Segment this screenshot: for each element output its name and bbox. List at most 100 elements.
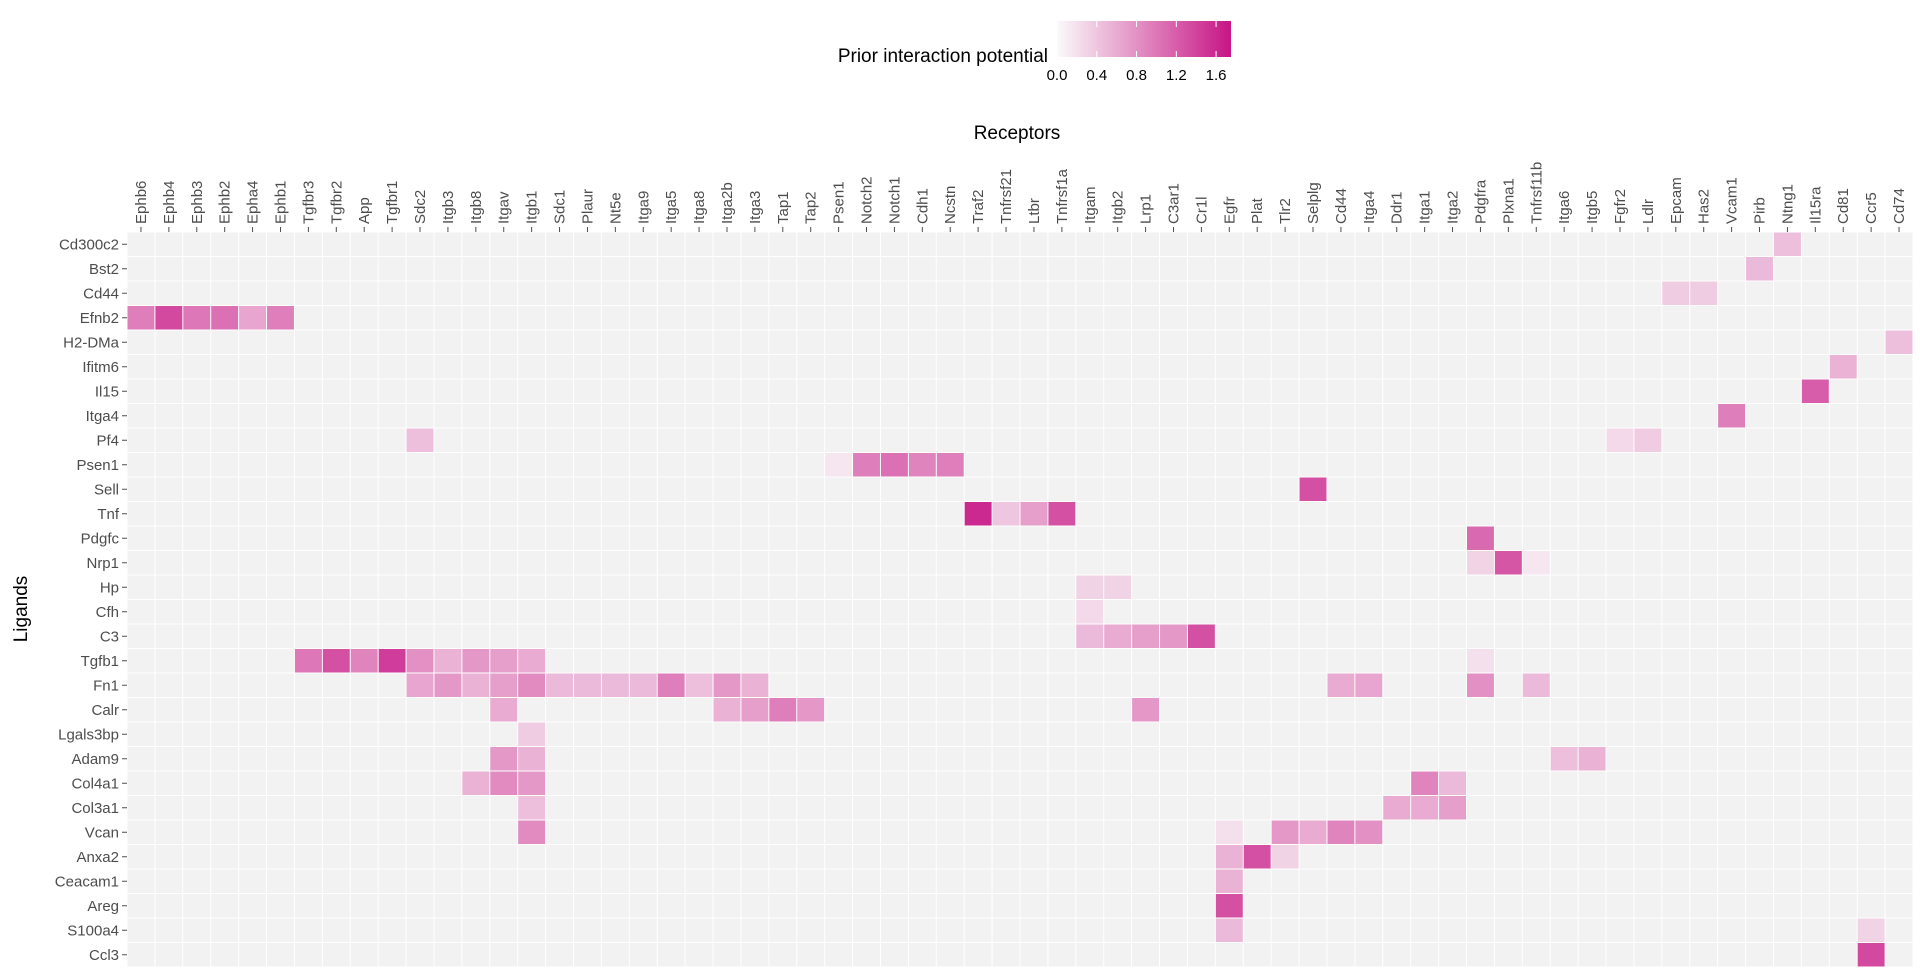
x-tick-label: Itgb8 bbox=[468, 191, 485, 224]
x-axis-title: Receptors bbox=[974, 123, 1061, 144]
heatmap-cell bbox=[1467, 551, 1494, 575]
heatmap-cell bbox=[1243, 845, 1271, 869]
heatmap-cell bbox=[490, 771, 518, 795]
x-tick-label: Plat bbox=[1249, 197, 1266, 224]
x-tick-label: Ddr1 bbox=[1389, 191, 1406, 224]
x-tick-label: Ephb1 bbox=[272, 181, 289, 224]
y-tick-label: Hp bbox=[100, 579, 119, 596]
x-tick-label: Tap2 bbox=[803, 191, 820, 224]
heatmap-cell bbox=[1634, 428, 1662, 452]
x-tick-label: Tgfbr1 bbox=[384, 181, 401, 224]
y-tick-label: Il15 bbox=[95, 383, 119, 400]
y-axis-title: Ligands bbox=[11, 576, 32, 643]
x-tick-label: Tap1 bbox=[775, 191, 792, 224]
y-tick-label: Ccl3 bbox=[89, 947, 119, 964]
heatmap-cell bbox=[1271, 845, 1299, 869]
heatmap-cell bbox=[183, 306, 211, 330]
heatmap-cell bbox=[406, 673, 434, 697]
heatmap-cell bbox=[1467, 649, 1494, 673]
heatmap-cells bbox=[126, 231, 1914, 968]
x-tick-label: Pdgfra bbox=[1472, 179, 1489, 224]
x-tick-label: Pirb bbox=[1752, 197, 1769, 224]
x-tick-label: Cdh1 bbox=[914, 188, 931, 224]
y-tick-label: Fn1 bbox=[93, 677, 119, 694]
x-tick-label: Egfr bbox=[1221, 196, 1238, 224]
color-legend: Prior interaction potential 0.0 0.4 0.8 1.2… bbox=[838, 21, 1231, 84]
x-tick-label: Fgfr2 bbox=[1612, 189, 1629, 224]
x-tick-label: C3ar1 bbox=[1165, 183, 1182, 224]
heatmap-cell bbox=[1355, 820, 1383, 844]
x-tick-label: Selplg bbox=[1305, 182, 1322, 224]
x-tick-label: Itgb3 bbox=[440, 191, 457, 224]
legend-tick-label: 1.6 bbox=[1206, 67, 1227, 84]
y-tick-label: Cd44 bbox=[83, 285, 119, 302]
y-tick-label: Pf4 bbox=[96, 432, 119, 449]
heatmap-cell bbox=[434, 673, 462, 697]
heatmap-cell bbox=[936, 453, 964, 477]
y-tick-label: Lgals3bp bbox=[58, 726, 119, 743]
heatmap-cell bbox=[1132, 624, 1160, 648]
heatmap-cell bbox=[406, 428, 434, 452]
y-tick-label: Col4a1 bbox=[71, 775, 119, 792]
heatmap-cell bbox=[490, 698, 518, 722]
y-tick-label: Areg bbox=[87, 898, 119, 915]
heatmap-cell bbox=[1104, 575, 1132, 599]
heatmap-cell bbox=[1467, 673, 1494, 697]
heatmap-cell bbox=[1801, 379, 1829, 403]
heatmap-cell bbox=[1215, 918, 1243, 942]
heatmap-cell bbox=[1271, 820, 1299, 844]
heatmap-cell bbox=[1048, 502, 1076, 526]
x-tick-label: Sdc2 bbox=[412, 190, 429, 224]
heatmap-cell bbox=[1215, 820, 1243, 844]
heatmap-cell bbox=[1773, 232, 1801, 256]
heatmap-cell bbox=[1829, 355, 1857, 379]
heatmap-cell bbox=[1104, 624, 1132, 648]
heatmap-cell bbox=[1355, 673, 1383, 697]
x-tick-label: Ldlr bbox=[1640, 199, 1657, 224]
heatmap-cell bbox=[518, 820, 546, 844]
heatmap-cell bbox=[1411, 771, 1439, 795]
heatmap-cell bbox=[1215, 869, 1243, 893]
legend-tick-label: 0.4 bbox=[1086, 67, 1107, 84]
heatmap-cell bbox=[629, 673, 657, 697]
heatmap-cell bbox=[1578, 747, 1606, 771]
y-tick-label: S100a4 bbox=[67, 922, 119, 939]
heatmap-cell bbox=[825, 453, 853, 477]
heatmap-cell bbox=[267, 306, 294, 330]
y-tick-label: Tnf bbox=[97, 506, 120, 523]
heatmap-cell bbox=[1215, 894, 1243, 918]
heatmap-cell bbox=[294, 649, 322, 673]
heatmap-cell bbox=[518, 673, 546, 697]
x-tick-label: Ephb2 bbox=[217, 181, 234, 224]
y-tick-label: Col3a1 bbox=[71, 800, 119, 817]
heatmap-cell bbox=[853, 453, 880, 477]
x-tick-label: Epcam bbox=[1668, 177, 1685, 224]
heatmap-cell bbox=[1327, 820, 1355, 844]
heatmap-cell bbox=[1187, 624, 1215, 648]
x-tick-label: Itga9 bbox=[635, 191, 652, 224]
heatmap-cell bbox=[1299, 477, 1327, 501]
legend-ticks: 0.0 0.4 0.8 1.2 1.6 bbox=[1047, 21, 1227, 84]
x-tick-label: Cd81 bbox=[1835, 188, 1852, 224]
y-tick-label: Tgfb1 bbox=[81, 653, 119, 670]
x-tick-label: Ephb6 bbox=[133, 181, 150, 224]
x-tick-label: Ephb4 bbox=[161, 181, 178, 224]
heatmap-cell bbox=[127, 306, 155, 330]
y-tick-label: Anxa2 bbox=[76, 849, 119, 866]
heatmap-cell bbox=[490, 649, 518, 673]
x-tick-label: Itga8 bbox=[691, 191, 708, 224]
x-tick-label: Itga1 bbox=[1417, 191, 1434, 224]
heatmap-cell bbox=[1746, 257, 1773, 281]
x-tick-label: Notch2 bbox=[859, 176, 876, 224]
x-axis-ticks: Ephb6 Ephb4 Ephb3 Ephb2 Epha4 Ephb1 Tgfbr3 Tgfb… bbox=[133, 162, 1908, 232]
heatmap-cell bbox=[1132, 698, 1160, 722]
heatmap-cell bbox=[1439, 771, 1466, 795]
x-tick-label: Plxna1 bbox=[1500, 178, 1517, 224]
y-tick-label: Psen1 bbox=[76, 457, 119, 474]
x-tick-label: Tlr2 bbox=[1277, 198, 1294, 224]
heatmap-cell bbox=[155, 306, 183, 330]
y-tick-label: Efnb2 bbox=[80, 310, 119, 327]
x-tick-label: Notch1 bbox=[886, 176, 903, 224]
heatmap-cell bbox=[211, 306, 239, 330]
x-tick-label: Itgav bbox=[496, 191, 513, 224]
